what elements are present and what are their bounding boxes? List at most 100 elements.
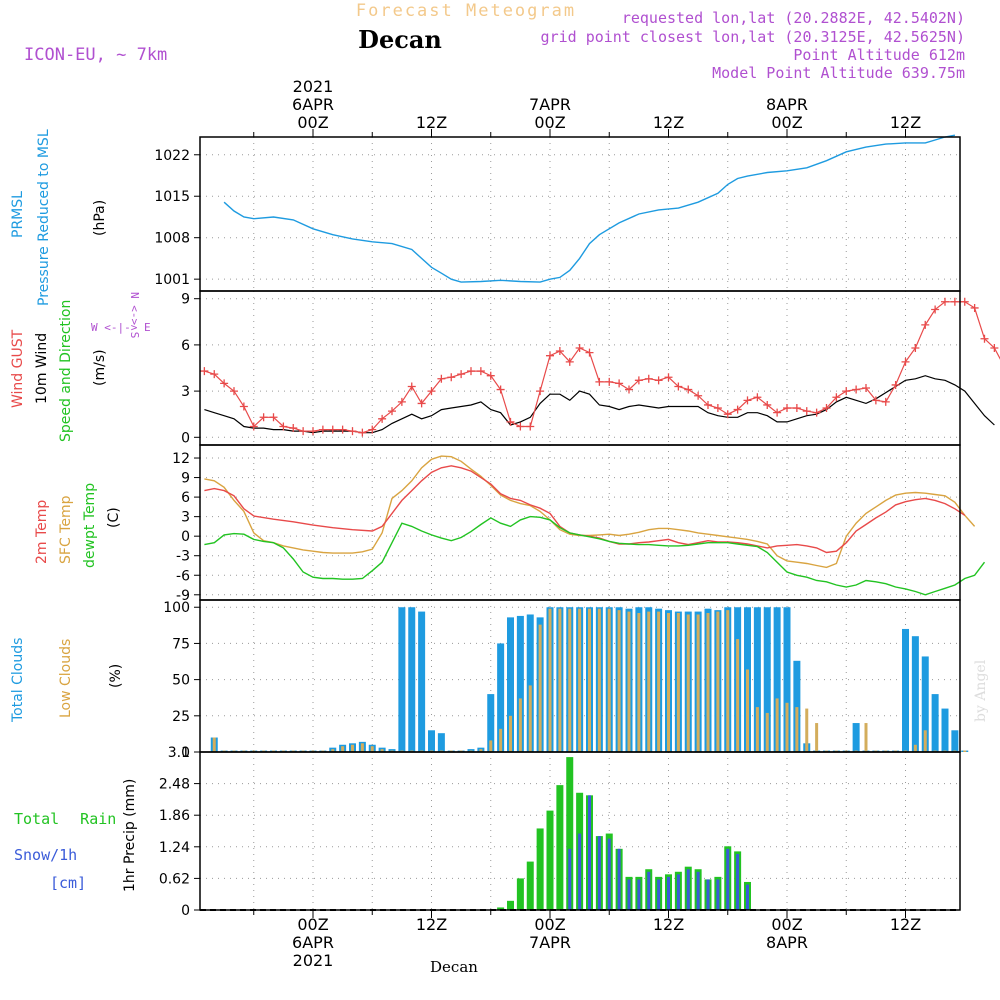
gust-marker [230, 387, 238, 396]
model-label: ICON-EU, ~ 7km [24, 45, 167, 65]
gust-marker [259, 413, 268, 422]
low-cloud-bar [380, 749, 384, 752]
total-cloud-bar [773, 607, 781, 752]
gust-marker [684, 385, 693, 394]
prmsl-unit: (hPa) [92, 200, 108, 236]
y-tick-label: 0.62 [159, 871, 190, 887]
time-label-bottom: 00Z [771, 915, 802, 934]
gust-marker [634, 376, 643, 385]
total-cloud-bar [487, 694, 495, 752]
y-tick-label: 50 [172, 673, 190, 689]
gust-marker [546, 351, 554, 360]
t2m-label: 2m Temp [34, 500, 50, 564]
panel-frame [199, 136, 961, 292]
low-cloud-bar [657, 611, 661, 752]
gust-marker [713, 404, 722, 413]
low-cloud-bar [351, 744, 354, 752]
time-label-top: 8APR [766, 95, 808, 114]
t2m-line [204, 465, 966, 554]
total-cloud-bar [902, 628, 909, 752]
low-cloud-bar [686, 614, 690, 752]
requested-coords: requested lon,lat (20.2882E, 42.5402N) [622, 9, 965, 27]
time-label-top: 00Z [771, 113, 802, 132]
y-tick-label: 1008 [154, 231, 190, 247]
temp-unit: (C) [106, 507, 122, 528]
temp-labels: 2m Temp SFC Temp dewpt Temp (C) [34, 483, 122, 568]
gust-marker [644, 374, 653, 383]
low-cloud-bar [706, 613, 710, 752]
gust-marker [200, 367, 209, 376]
snow-bar [736, 853, 740, 910]
snow-bar [706, 879, 710, 910]
y-tick-label: -9 [176, 588, 190, 604]
data-layer [200, 134, 1000, 910]
low-cloud-bar [528, 685, 532, 752]
gust-marker [852, 385, 861, 394]
prmsl-label: PRMSL [10, 191, 26, 238]
wind10-label: 10m Wind [34, 333, 50, 404]
gust-marker [901, 357, 910, 366]
y-tick-label: -3 [176, 549, 190, 565]
rain-bar [507, 900, 514, 910]
time-label-bottom: 12Z [416, 915, 447, 934]
low-cloud-bar [568, 608, 572, 752]
total-cloud-bar [497, 643, 505, 752]
low-cloud-bar [588, 608, 591, 752]
time-label-top: 7APR [529, 95, 571, 114]
snow-bar [647, 871, 651, 910]
total-cloud-bar [428, 730, 435, 752]
low-cloud-bar [795, 707, 799, 752]
gust-marker [397, 397, 406, 406]
chart-title: Forecast Meteogram [356, 1, 576, 21]
gust-marker [802, 407, 811, 416]
gust-marker [299, 427, 308, 436]
snow-bar [568, 848, 572, 910]
y-tick-label: 100 [163, 600, 190, 616]
total-cloud-bar [951, 730, 959, 752]
total-cloud-bar [526, 614, 534, 752]
compass-ns: N <-> S [128, 292, 141, 338]
compass-we: W <-|-> E [91, 321, 151, 334]
gust-marker [348, 427, 357, 436]
sfc-temp-line [204, 455, 976, 569]
low-cloud-bar [676, 613, 680, 752]
gust-marker [279, 422, 288, 431]
gust-marker [309, 427, 317, 436]
time-label-bottom: 00Z [534, 915, 565, 934]
gust-marker [664, 373, 673, 382]
low-cloud-bar [667, 613, 670, 752]
point-altitude: Point Altitude 612m [793, 46, 965, 64]
gust-marker [822, 404, 831, 413]
snow-bar [637, 879, 641, 910]
y-tick-label: 0 [181, 745, 190, 761]
gust-marker [694, 391, 703, 400]
time-label-bottom: 12Z [890, 915, 921, 934]
gust-marker [388, 407, 396, 416]
time-label-bottom: 8APR [766, 933, 808, 952]
total-cloud-bar [418, 611, 426, 752]
gust-marker [595, 377, 604, 386]
gust-marker [289, 424, 298, 433]
watermark: by Angel [973, 659, 989, 722]
low-cloud-bar [370, 746, 374, 752]
gust-marker [941, 297, 949, 306]
time-label-top: 12Z [416, 113, 447, 132]
panel-frame [199, 290, 961, 446]
gust-marker [763, 400, 772, 409]
low-cloud-bar [212, 737, 216, 752]
rain-bar [566, 757, 574, 910]
axis-layer: 1001 1008 1015 1022 0 3 6 9 -9 -6 -3 0 3 6 9 12 0 25 50 75 1… [154, 77, 921, 970]
total-cloud-bar [921, 656, 929, 752]
location-name: Decan [358, 25, 442, 54]
low-cloud-bar [518, 698, 522, 752]
time-label-bottom: 7APR [529, 933, 571, 952]
prmsl-long-label: Pressure Reduced to MSL [36, 129, 52, 306]
gust-marker [773, 408, 782, 417]
low-cloud-bar [755, 707, 759, 752]
y-tick-label: 9 [181, 471, 190, 487]
frame-layer [199, 136, 961, 911]
y-tick-label: 1.86 [159, 808, 190, 824]
time-label-top: 12Z [653, 113, 684, 132]
y-tick-label: 3.1 [168, 745, 190, 761]
